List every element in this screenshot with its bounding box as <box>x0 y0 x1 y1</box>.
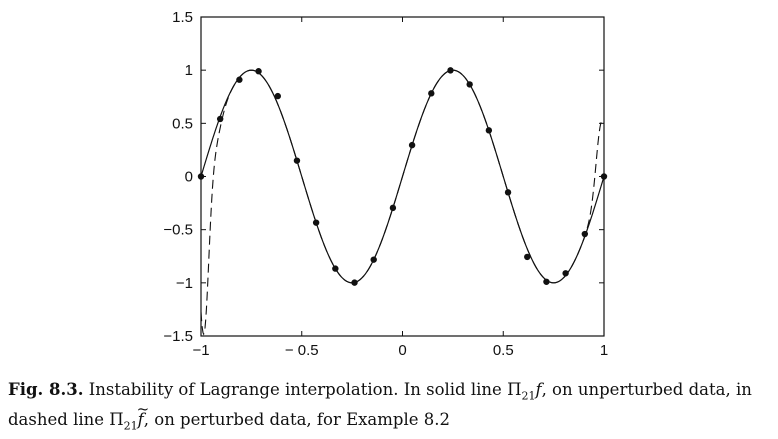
caption-label: Fig. 8.3. <box>8 380 84 399</box>
data-point <box>485 127 493 134</box>
data-point <box>524 253 531 261</box>
data-point <box>274 92 281 100</box>
data-point <box>332 265 339 272</box>
caption-sub-1: 21 <box>521 389 536 403</box>
data-point <box>351 279 358 286</box>
x-tick-label: 1 <box>600 342 608 359</box>
data-point <box>562 270 569 277</box>
y-tick-label: −1 <box>176 275 193 292</box>
caption-pi-1: Π <box>507 380 522 399</box>
y-tick-label: 0 <box>185 169 193 186</box>
data-point <box>236 76 243 83</box>
data-point <box>293 157 301 164</box>
data-point <box>428 90 435 97</box>
chart: −1− 0.5 0 0.5 1−1.5−1−0.500.511.5 <box>163 9 608 359</box>
data-point <box>389 204 397 212</box>
data-point <box>216 115 224 123</box>
series-solid-line <box>201 69 604 284</box>
x-tick-label: 0 <box>398 342 406 359</box>
data-point <box>504 189 512 196</box>
figure: −1− 0.5 0 0.5 1 −1.5 −1 −0.5 0 0.5 1 1.5 Fig. 8.3.… <box>0 0 778 429</box>
data-point <box>543 278 550 285</box>
data-point <box>255 68 262 75</box>
data-point <box>447 67 454 74</box>
x-tick-label: − 0.5 <box>285 342 319 359</box>
data-point <box>197 173 205 180</box>
y-tick-label: −0.5 <box>163 222 193 239</box>
caption-text-1: Instability of Lagrange interpolation. I… <box>88 380 508 399</box>
y-tick-label: −1.5 <box>163 328 193 345</box>
tick-labels: −1− 0.5 0 0.5 1−1.5−1−0.500.511.5 <box>163 9 608 359</box>
x-tick-label: −1 <box>192 342 209 359</box>
x-tick-label: 0.5 <box>493 342 514 359</box>
figure-caption: Fig. 8.3. Instability of Lagrange interp… <box>8 378 773 439</box>
y-tick-label: 1 <box>185 62 193 79</box>
series-markers <box>197 67 608 286</box>
data-point <box>581 230 589 238</box>
y-tick-label: 0.5 <box>172 115 193 132</box>
caption-text-3: , on perturbed data, for Example 8.2 <box>143 410 451 430</box>
data-point <box>408 141 416 149</box>
data-point <box>466 81 473 88</box>
caption-sub-2: 21 <box>123 419 138 433</box>
data-point <box>370 256 377 263</box>
caption-f-tilde: f <box>137 397 150 432</box>
caption-pi-2: Π <box>109 410 124 430</box>
y-tick-label: 1.5 <box>172 9 193 26</box>
data-point <box>312 219 320 226</box>
caption-text-2: , on unperturbed data, in dashed line <box>8 380 752 430</box>
caption-f-1: f <box>535 380 542 399</box>
data-point <box>600 173 608 180</box>
